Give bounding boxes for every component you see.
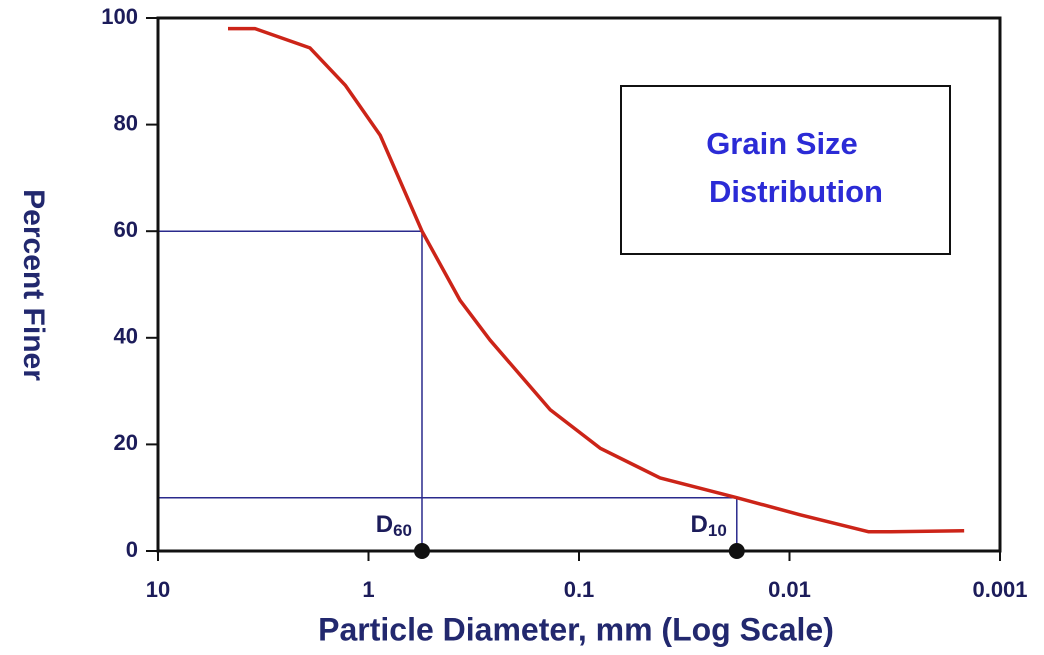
y-tick-label: 60	[114, 217, 138, 242]
guide-label: D60	[376, 511, 412, 540]
y-axis-label: Percent Finer	[17, 189, 50, 381]
guide-label-sub: 10	[708, 521, 727, 540]
data-line	[228, 26, 965, 534]
guide-label-main: D	[376, 511, 393, 538]
x-axis-label: Particle Diameter, mm (Log Scale)	[318, 611, 834, 647]
guide-label: D10	[691, 511, 727, 540]
annotation-line: Grain Size	[706, 126, 858, 161]
y-tick-label: 20	[114, 430, 138, 455]
x-tick-label: 1	[362, 577, 374, 602]
y-tick-label: 100	[101, 4, 138, 29]
guide-label-sub: 60	[393, 521, 412, 540]
guide-label-main: D	[691, 511, 708, 538]
y-tick-label: 80	[114, 110, 138, 135]
annotation-box	[620, 85, 951, 255]
y-tick-label: 0	[126, 537, 138, 562]
x-tick-label: 0.001	[972, 577, 1027, 602]
guide-line	[158, 496, 738, 551]
x-tick-label: 0.01	[768, 577, 811, 602]
x-tick-label: 10	[146, 577, 170, 602]
plot-frame	[156, 16, 1002, 553]
y-tick-label: 40	[114, 324, 138, 349]
x-tick-label: 0.1	[564, 577, 595, 602]
guide-line	[158, 230, 423, 551]
annotation-line: Distribution	[709, 174, 883, 209]
